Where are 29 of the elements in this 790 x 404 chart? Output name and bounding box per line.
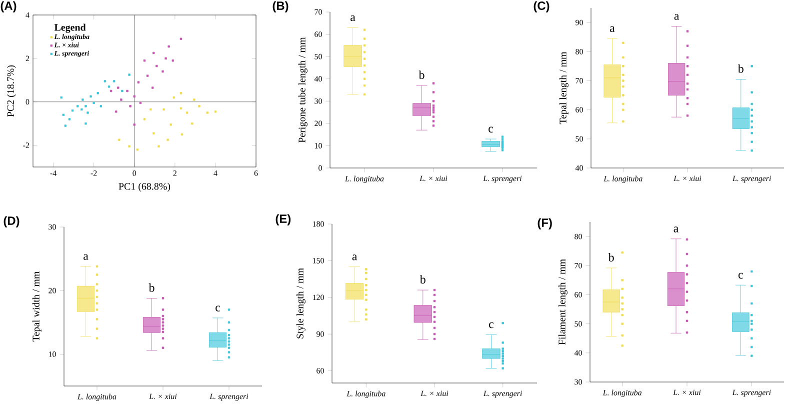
chart-title: (C) — [534, 1, 550, 12]
y-axis-title: Perigone tube length / mm — [298, 37, 308, 142]
y-axis-title: Tepal width / mm — [32, 271, 42, 342]
annotation: c — [489, 322, 494, 328]
annotation: a — [610, 26, 615, 32]
chart-title: (A) — [0, 1, 16, 12]
annotation: b — [418, 70, 424, 79]
annotation: b — [420, 274, 426, 284]
annotation: c — [488, 126, 494, 132]
annotation: c — [216, 306, 220, 312]
annotation: b — [608, 252, 614, 262]
annotation: b — [738, 64, 744, 73]
y-axis-title: Tepal length / mm — [559, 52, 568, 124]
chart-title: (F) — [538, 218, 552, 230]
y-axis-title: Style length / mm — [296, 268, 306, 338]
annotation: a — [350, 15, 356, 21]
chart-title: (E) — [276, 214, 291, 226]
annotation: a — [352, 254, 358, 260]
annotation: a — [674, 226, 679, 232]
annotation: a — [84, 254, 88, 260]
legend-title: Legend — [54, 24, 86, 33]
annotation: a — [674, 14, 680, 20]
annotation: b — [148, 283, 154, 292]
x-axis-title: PC1 (68.8%) — [118, 182, 170, 192]
y-axis-title: Filament length / mm — [558, 258, 568, 345]
y-axis-title: PC2 (18.7%) — [6, 65, 16, 117]
chart-title: (B) — [272, 1, 288, 12]
annotation: c — [738, 272, 743, 278]
chart-title: (D) — [4, 216, 20, 228]
